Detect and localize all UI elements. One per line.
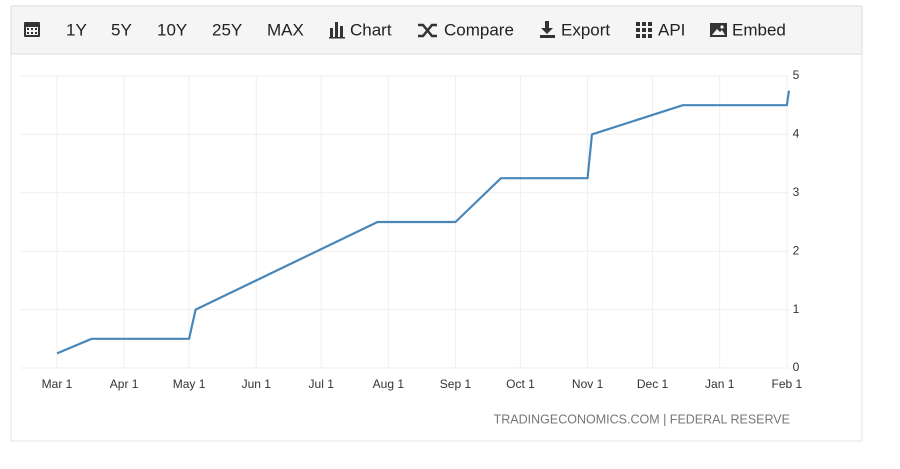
export-button[interactable]: Export (561, 20, 610, 39)
x-tick-label: Dec 1 (637, 377, 669, 391)
compare-button[interactable]: Compare (444, 20, 514, 39)
calendar-icon[interactable] (24, 22, 40, 37)
embed-icon[interactable] (710, 23, 727, 37)
data-line (56, 90, 791, 355)
y-tick-label: 4 (793, 127, 800, 141)
x-tick-label: Feb 1 (771, 377, 802, 391)
x-tick-label: May 1 (173, 377, 206, 391)
x-tick-label: Sep 1 (440, 377, 472, 391)
range-button[interactable]: MAX (267, 20, 304, 39)
api-button[interactable]: API (658, 20, 685, 39)
source-note: TRADINGECONOMICS.COM | FEDERAL RESERVE (494, 412, 790, 426)
y-tick-label: 3 (793, 185, 800, 199)
x-tick-label: Oct 1 (506, 377, 535, 391)
y-tick-label: 2 (793, 243, 800, 257)
range-button[interactable]: 25Y (212, 20, 242, 39)
y-tick-label: 5 (793, 68, 800, 82)
export-icon[interactable] (540, 21, 555, 38)
y-tick-label: 0 (793, 360, 800, 374)
range-button[interactable]: 1Y (66, 20, 87, 39)
api-icon[interactable] (636, 22, 652, 38)
x-tick-label: Nov 1 (572, 377, 604, 391)
x-tick-label: Jun 1 (242, 377, 272, 391)
x-tick-label: Mar 1 (42, 377, 73, 391)
x-tick-label: Jul 1 (309, 377, 335, 391)
range-button[interactable]: 5Y (111, 20, 132, 39)
x-tick-label: Aug 1 (373, 377, 405, 391)
y-tick-label: 1 (793, 302, 800, 316)
x-tick-label: Jan 1 (705, 377, 735, 391)
chart-button[interactable]: Chart (350, 20, 392, 39)
embed-button[interactable]: Embed (732, 20, 786, 39)
range-button[interactable]: 10Y (157, 20, 187, 39)
compare-icon[interactable] (418, 23, 437, 38)
chart-icon[interactable] (329, 22, 345, 39)
x-tick-label: Apr 1 (110, 377, 139, 391)
